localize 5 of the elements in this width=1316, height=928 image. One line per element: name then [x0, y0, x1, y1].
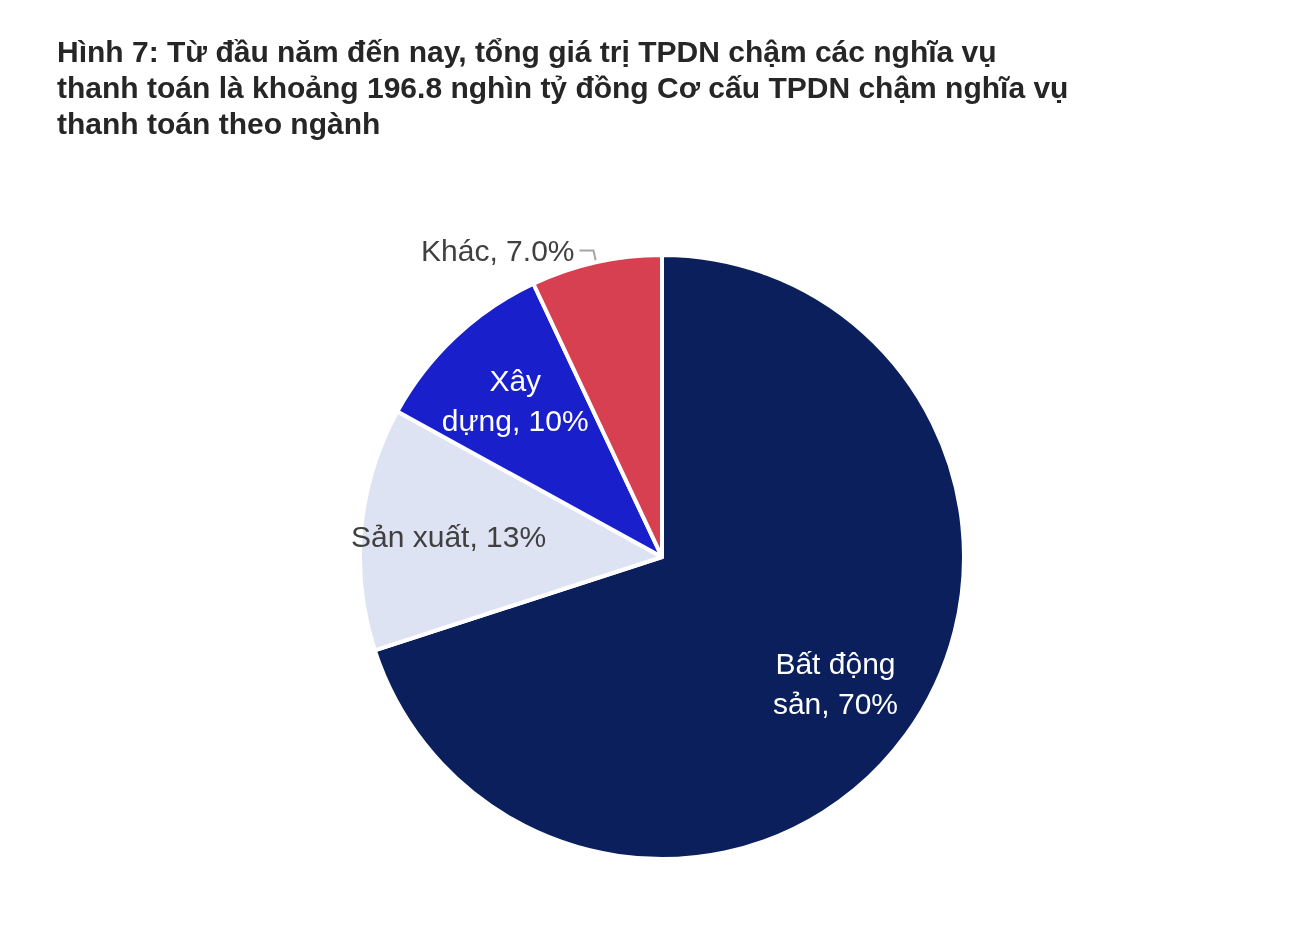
slice-label: Bất động sản, 70%: [772, 646, 898, 720]
chart-title: Hình 7: Từ đầu năm đến nay, tổng giá trị TPDN chậm các nghĩa vụ thanh toán là khoảng 196.8 nghìn tỷ đồng Cơ cấu TPDN chậm nghĩa vụ thanh toán theo ngành: [57, 34, 1077, 140]
slice-label: Sản xuất, 13%: [350, 520, 547, 554]
slice-label: Khác, 7.0%: [421, 234, 575, 268]
slice-label: Xây dựng, 10%: [441, 364, 589, 438]
